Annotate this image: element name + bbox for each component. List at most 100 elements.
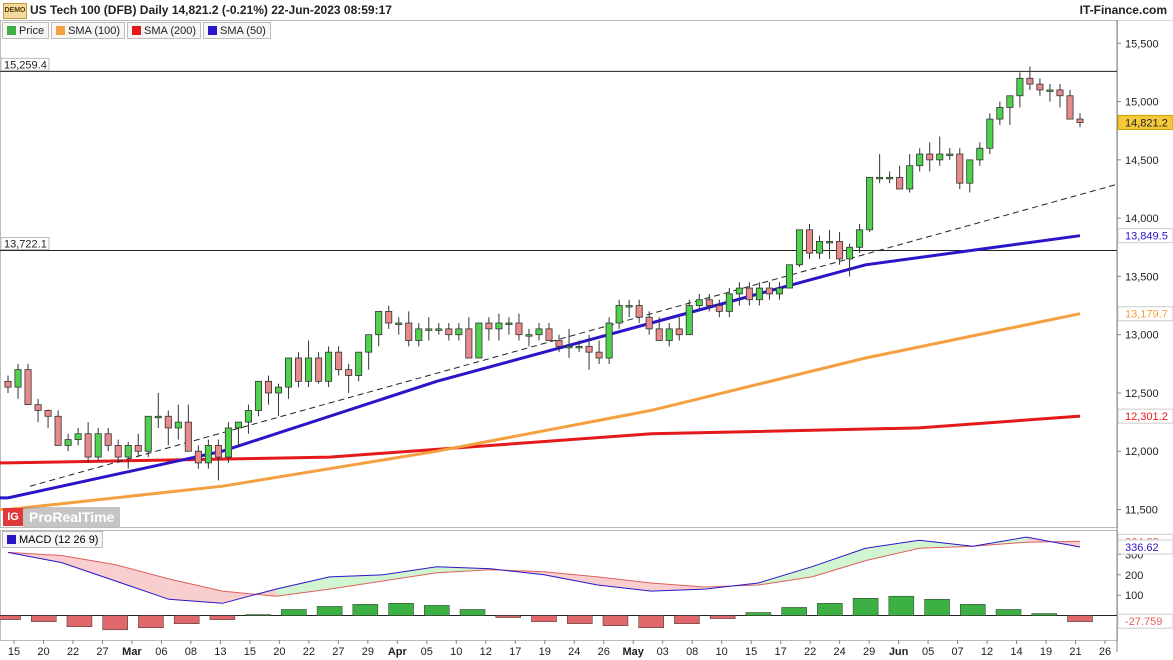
- macd-fill: [383, 566, 437, 581]
- candle: [184, 421, 192, 452]
- candle: [505, 322, 513, 325]
- x-tick-label: 20: [37, 646, 49, 658]
- candle: [675, 328, 683, 336]
- candle: [485, 322, 493, 330]
- macd-histogram-bar: [209, 615, 236, 620]
- level-label-box: [0, 57, 50, 71]
- candle: [525, 334, 533, 337]
- macd-fill: [115, 564, 169, 600]
- x-tick-label: 22: [67, 646, 79, 658]
- candle: [104, 433, 112, 446]
- value-tag: 13,179.7: [1125, 309, 1168, 321]
- x-tick-label: 03: [657, 646, 669, 658]
- legend-label: SMA (50): [220, 24, 266, 37]
- candle: [535, 328, 543, 336]
- macd-fill: [865, 540, 920, 561]
- candle: [1006, 95, 1014, 108]
- candle: [705, 299, 713, 306]
- x-tick-label: 15: [244, 646, 256, 658]
- candle: [44, 410, 52, 417]
- macd-fill: [597, 576, 652, 592]
- value-tag-box: [1117, 306, 1173, 322]
- candle: [886, 176, 894, 180]
- candle: [254, 380, 262, 411]
- candle: [826, 241, 834, 244]
- value-tag-box: [1117, 228, 1173, 244]
- macd-histogram-bar: [566, 615, 593, 624]
- candle: [785, 264, 793, 289]
- value-tag: 12,301.2: [1125, 411, 1168, 423]
- level-label: 13,722.1: [4, 239, 47, 251]
- macd-line: [7, 536, 1081, 604]
- candle: [134, 445, 142, 452]
- x-tick-label: 17: [509, 646, 521, 658]
- chart-title: US Tech 100 (DFB) Daily 14,821.2 (-0.21%…: [30, 3, 392, 17]
- macd-label: MACD (12 26 9): [19, 533, 99, 546]
- candle: [475, 322, 483, 359]
- candle: [745, 287, 753, 301]
- candle: [305, 357, 313, 382]
- y-tick-label: 13,500: [1125, 271, 1159, 283]
- legend-label: SMA (200): [144, 24, 196, 37]
- macd-histogram-bar: [638, 615, 664, 629]
- value-tag-box: [1117, 114, 1173, 130]
- x-tick-label: 05: [922, 646, 934, 658]
- legend-sma50[interactable]: SMA (50): [203, 22, 271, 39]
- candle: [204, 445, 212, 464]
- candle: [144, 415, 152, 452]
- macd-tick-label: 200: [1125, 570, 1143, 582]
- legend-sma200[interactable]: SMA (200): [127, 22, 201, 39]
- sma200-line: [0, 414, 1081, 465]
- candle: [1066, 95, 1074, 120]
- legend-label: Price: [19, 24, 45, 37]
- y-tick-label: 15,000: [1125, 97, 1159, 109]
- candle: [585, 345, 593, 353]
- macd-histogram-bar: [1067, 615, 1093, 622]
- macd-histogram-bar: [602, 615, 629, 626]
- x-tick-label: 12: [480, 646, 492, 658]
- brand-label: IT-Finance.com: [1079, 3, 1167, 17]
- legend-sma100[interactable]: SMA (100): [51, 22, 126, 39]
- prorealtime-logo: IG ProRealTime: [3, 507, 121, 527]
- candle: [325, 351, 333, 382]
- macd-fill: [812, 548, 866, 577]
- candle: [795, 229, 803, 266]
- candle: [856, 229, 864, 248]
- candle: [685, 305, 693, 336]
- candle: [285, 357, 293, 388]
- x-tick-label: Mar: [122, 646, 142, 658]
- candle: [495, 322, 503, 330]
- x-tick-label: 26: [1099, 646, 1111, 658]
- candle: [986, 118, 994, 149]
- macd-fill: [168, 578, 223, 604]
- candle: [74, 433, 82, 440]
- legend: Price SMA (100) SMA (200) SMA (50): [2, 22, 271, 39]
- macd-histogram-bar: [709, 615, 736, 619]
- candle: [234, 421, 242, 429]
- candle: [545, 328, 553, 341]
- macd-value-tag: 336.62: [1125, 542, 1159, 554]
- x-tick-label: 21: [1069, 646, 1081, 658]
- candle: [906, 165, 914, 190]
- macd-fill: [329, 574, 384, 590]
- candle: [174, 421, 182, 429]
- x-tick-label: 10: [716, 646, 728, 658]
- x-tick-label: 27: [96, 646, 108, 658]
- candle: [214, 445, 222, 458]
- x-tick-label: 15: [8, 646, 20, 658]
- x-tick-label: 27: [332, 646, 344, 658]
- x-tick-label: 29: [863, 646, 875, 658]
- x-tick-label: 10: [450, 646, 462, 658]
- macd-legend[interactable]: MACD (12 26 9): [2, 531, 104, 548]
- value-tag: 14,821.2: [1125, 117, 1168, 129]
- main-panel-frame: [0, 20, 1118, 528]
- legend-price[interactable]: Price: [2, 22, 50, 39]
- macd-histogram-bar: [0, 615, 21, 620]
- candle: [655, 328, 663, 341]
- macd-histogram-bar: [281, 609, 307, 616]
- x-tick-label: 08: [686, 646, 698, 658]
- candle: [14, 369, 22, 388]
- candle: [24, 369, 32, 406]
- x-tick-label: 19: [1040, 646, 1052, 658]
